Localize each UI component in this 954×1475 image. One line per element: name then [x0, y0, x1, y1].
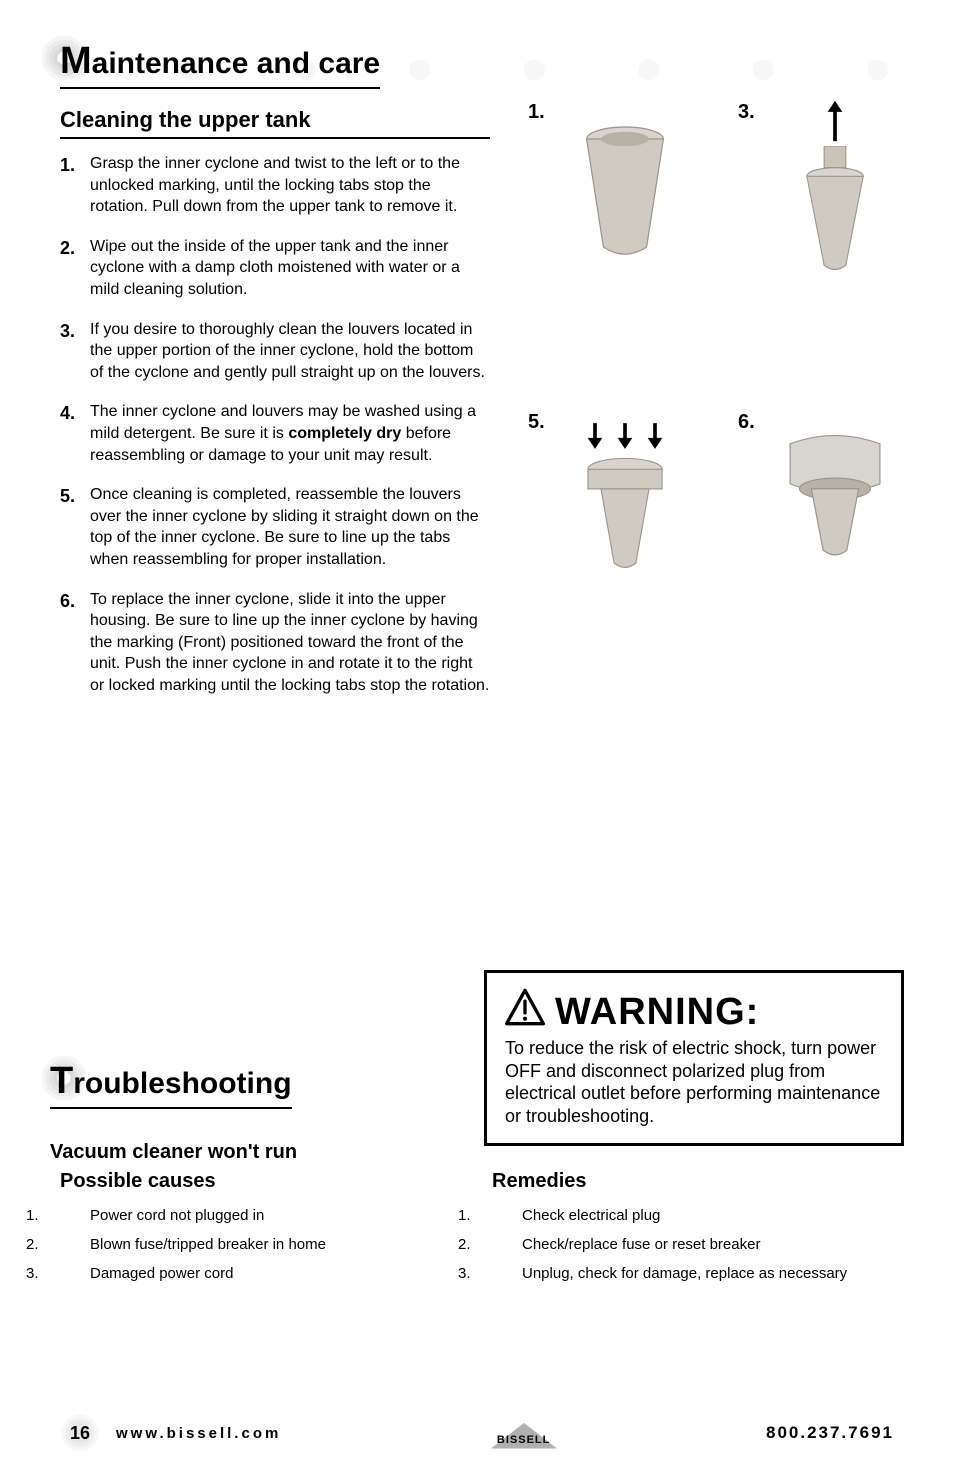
list-item-text: Blown fuse/tripped breaker in home [90, 1236, 326, 1253]
arrow-down-icon [644, 421, 666, 454]
step-item: 6.To replace the inner cyclone, slide it… [60, 589, 490, 697]
step-number: 5. [60, 484, 90, 508]
remedies-list: 1.Check electrical plug 2.Check/replace … [492, 1207, 894, 1282]
step-number: 6. [60, 589, 90, 613]
figure-3-placeholder [760, 107, 910, 267]
arrow-up-icon [824, 99, 846, 146]
step-item: 1.Grasp the inner cyclone and twist to t… [60, 153, 490, 218]
figure-5-placeholder [550, 417, 700, 577]
remedies-heading: Remedies [492, 1170, 894, 1193]
figure-6-placeholder [760, 417, 910, 577]
step-body: If you desire to thoroughly clean the lo… [90, 319, 490, 384]
page-footer: 16 www.bissell.com BISSELL 800.237.7691 [0, 1413, 954, 1453]
section-title-troubleshooting: Troubleshooting [50, 1060, 292, 1109]
section-title-lead: T [50, 1060, 73, 1102]
page-number: 16 [70, 1423, 90, 1444]
step-body: Once cleaning is completed, reassemble t… [90, 484, 490, 570]
list-item: 3.Damaged power cord [60, 1265, 462, 1282]
steps-list: 1.Grasp the inner cyclone and twist to t… [60, 153, 490, 696]
figure-number: 1. [528, 101, 545, 124]
page-number-badge: 16 [60, 1413, 100, 1453]
list-item-text: Check/replace fuse or reset breaker [522, 1236, 760, 1253]
section-title-maintenance: Maintenance and care [60, 40, 380, 89]
list-item: 2.Check/replace fuse or reset breaker [492, 1236, 894, 1253]
ts-subheading-line1: Vacuum cleaner won't run [50, 1141, 297, 1164]
footer-url: www.bissell.com [116, 1425, 281, 1442]
possible-causes-list: 1.Power cord not plugged in 2.Blown fuse… [60, 1207, 462, 1282]
step-number: 4. [60, 401, 90, 425]
list-item: 1.Power cord not plugged in [60, 1207, 462, 1224]
warning-heading: WARNING: [555, 991, 759, 1034]
list-item: 3.Unplug, check for damage, replace as n… [492, 1265, 894, 1282]
warning-box: WARNING: To reduce the risk of electric … [484, 970, 904, 1146]
figure-number: 6. [738, 411, 755, 434]
step-item: 5.Once cleaning is completed, reassemble… [60, 484, 490, 570]
list-item: 1.Check electrical plug [492, 1207, 894, 1224]
step-number: 1. [60, 153, 90, 177]
footer-phone: 800.237.7691 [766, 1423, 894, 1443]
figure-number: 3. [738, 101, 755, 124]
step-body: The inner cyclone and louvers may be was… [90, 401, 490, 466]
list-item: 2.Blown fuse/tripped breaker in home [60, 1236, 462, 1253]
step-item: 4.The inner cyclone and louvers may be w… [60, 401, 490, 466]
list-item-text: Check electrical plug [522, 1207, 660, 1224]
list-item-text: Damaged power cord [90, 1265, 233, 1282]
step-number: 2. [60, 236, 90, 260]
arrow-down-icon [584, 421, 606, 454]
list-item-text: Unplug, check for damage, replace as nec… [522, 1265, 847, 1282]
step-item: 3.If you desire to thoroughly clean the … [60, 319, 490, 384]
step-number: 3. [60, 319, 90, 343]
step-item: 2.Wipe out the inside of the upper tank … [60, 236, 490, 301]
subheading-cleaning-upper-tank: Cleaning the upper tank [60, 107, 490, 139]
step-body: To replace the inner cyclone, slide it i… [90, 589, 490, 697]
possible-causes-heading: Possible causes [60, 1170, 462, 1193]
figures-column: 1. 3. [520, 107, 894, 714]
brand-name: BISSELL [497, 1434, 550, 1446]
step-body: Wipe out the inside of the upper tank an… [90, 236, 490, 301]
section-title-lead: M [60, 40, 92, 82]
section-title-rest: aintenance and care [92, 47, 380, 80]
figure-1-placeholder [550, 107, 700, 267]
list-item-text: Power cord not plugged in [90, 1207, 264, 1224]
arrow-down-icon [614, 421, 636, 454]
brand-logo: BISSELL [484, 1420, 564, 1446]
section-title-rest: roubleshooting [73, 1067, 291, 1100]
warning-body: To reduce the risk of electric shock, tu… [505, 1037, 883, 1127]
step-body: Grasp the inner cyclone and twist to the… [90, 153, 490, 218]
alert-triangle-icon [505, 987, 545, 1037]
figure-number: 5. [528, 411, 545, 434]
